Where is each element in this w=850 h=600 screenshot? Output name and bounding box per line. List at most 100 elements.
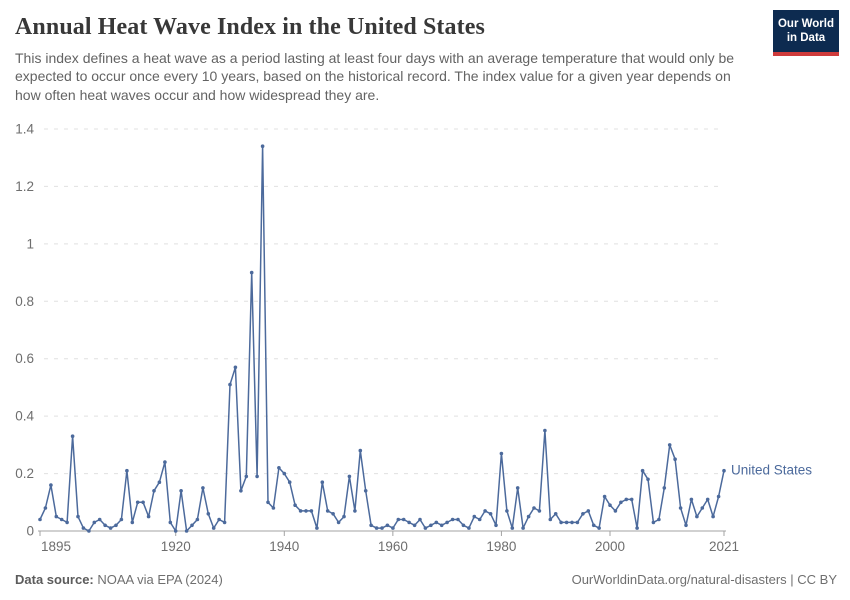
data-point-marker: [97, 517, 102, 522]
data-point-marker: [385, 523, 390, 528]
y-tick-label: 1.4: [15, 122, 34, 137]
data-point-marker: [391, 526, 395, 530]
owid-logo[interactable]: Our World in Data: [773, 10, 839, 56]
data-point-marker: [287, 480, 292, 485]
data-point-marker: [380, 526, 384, 530]
data-point-marker: [705, 497, 710, 502]
owid-logo-text: Our World in Data: [773, 10, 839, 52]
data-point-marker: [711, 514, 715, 519]
data-point-marker: [722, 468, 726, 473]
data-point-marker: [559, 520, 563, 525]
data-point-marker: [336, 520, 341, 525]
data-point-marker: [467, 526, 471, 530]
data-point-marker: [43, 506, 48, 510]
data-point-marker: [581, 512, 585, 516]
data-point-marker: [602, 494, 607, 499]
data-point-marker: [119, 517, 124, 522]
data-point-marker: [217, 517, 221, 522]
y-tick-label: 0.2: [15, 466, 34, 481]
data-point-marker: [374, 526, 379, 530]
data-point-marker: [418, 517, 422, 522]
data-point-marker: [282, 471, 287, 476]
y-tick-label: 0: [26, 524, 34, 539]
data-point-marker: [206, 512, 211, 516]
data-point-marker: [222, 520, 227, 525]
data-point-marker: [369, 523, 373, 528]
data-point-marker: [157, 480, 162, 485]
data-source: Data source: NOAA via EPA (2024): [15, 572, 223, 587]
data-point-marker: [521, 526, 525, 530]
data-point-marker: [325, 509, 330, 513]
data-point-marker: [211, 526, 216, 530]
data-point-marker: [667, 443, 672, 447]
data-point-marker: [320, 480, 325, 485]
data-point-marker: [266, 500, 270, 505]
owid-url-link[interactable]: OurWorldinData.org/natural-disasters | C…: [571, 572, 837, 587]
data-point-marker: [678, 506, 683, 510]
data-point-marker: [363, 489, 368, 493]
data-point-marker: [673, 457, 677, 462]
data-point-marker: [184, 529, 189, 533]
data-point-marker: [70, 434, 75, 439]
data-point-marker: [499, 451, 504, 456]
data-point-marker: [532, 506, 536, 510]
data-point-marker: [244, 474, 249, 479]
data-point-marker: [396, 517, 401, 522]
data-point-marker: [624, 497, 629, 502]
series-line-united-states[interactable]: [39, 145, 725, 532]
x-tick-label: 1940: [269, 539, 299, 554]
data-point-marker: [640, 468, 645, 473]
data-point-marker: [135, 500, 140, 505]
data-point-marker: [130, 520, 135, 525]
data-point-marker: [564, 520, 569, 525]
data-point-marker: [548, 517, 553, 522]
data-point-marker: [445, 520, 449, 525]
data-point-marker: [195, 517, 200, 522]
data-point-marker: [87, 529, 91, 533]
data-point-marker: [49, 483, 53, 487]
data-point-marker: [277, 466, 281, 470]
data-point-marker: [684, 523, 688, 528]
data-point-marker: [629, 497, 634, 502]
data-point-marker: [434, 520, 439, 525]
data-point-marker: [591, 523, 596, 528]
data-point-marker: [146, 514, 151, 519]
page-title: Annual Heat Wave Index in the United Sta…: [15, 14, 485, 40]
y-tick-label: 0.6: [15, 351, 34, 366]
data-point-marker: [304, 509, 308, 513]
data-point-marker: [239, 489, 243, 493]
data-point-marker: [342, 514, 346, 519]
data-point-marker: [450, 517, 455, 522]
data-point-marker: [575, 520, 580, 525]
data-point-marker: [108, 526, 113, 530]
data-point-marker: [81, 526, 86, 530]
data-point-marker: [92, 520, 97, 525]
data-point-marker: [662, 486, 667, 490]
data-point-marker: [353, 509, 357, 513]
y-tick-label: 1: [26, 236, 34, 251]
data-point-marker: [315, 526, 319, 530]
data-point-marker: [483, 509, 487, 513]
data-point-marker: [271, 506, 276, 510]
data-point-marker: [293, 503, 297, 508]
data-point-marker: [515, 486, 520, 490]
series-end-label[interactable]: United States: [731, 463, 812, 478]
data-point-marker: [657, 517, 661, 522]
data-point-marker: [309, 509, 314, 513]
data-point-marker: [260, 144, 265, 148]
chart-subtitle: This index defines a heat wave as a peri…: [15, 50, 735, 103]
data-point-marker: [38, 517, 42, 522]
data-point-marker: [54, 514, 59, 519]
data-point-marker: [429, 523, 433, 528]
data-point-marker: [125, 468, 129, 473]
data-point-marker: [59, 517, 64, 522]
data-point-marker: [689, 497, 694, 502]
data-point-marker: [103, 523, 107, 528]
data-point-marker: [461, 523, 466, 528]
data-point-marker: [553, 512, 558, 516]
data-point-marker: [494, 523, 498, 528]
data-point-marker: [477, 517, 482, 522]
data-point-marker: [423, 526, 428, 530]
data-point-marker: [331, 512, 335, 516]
